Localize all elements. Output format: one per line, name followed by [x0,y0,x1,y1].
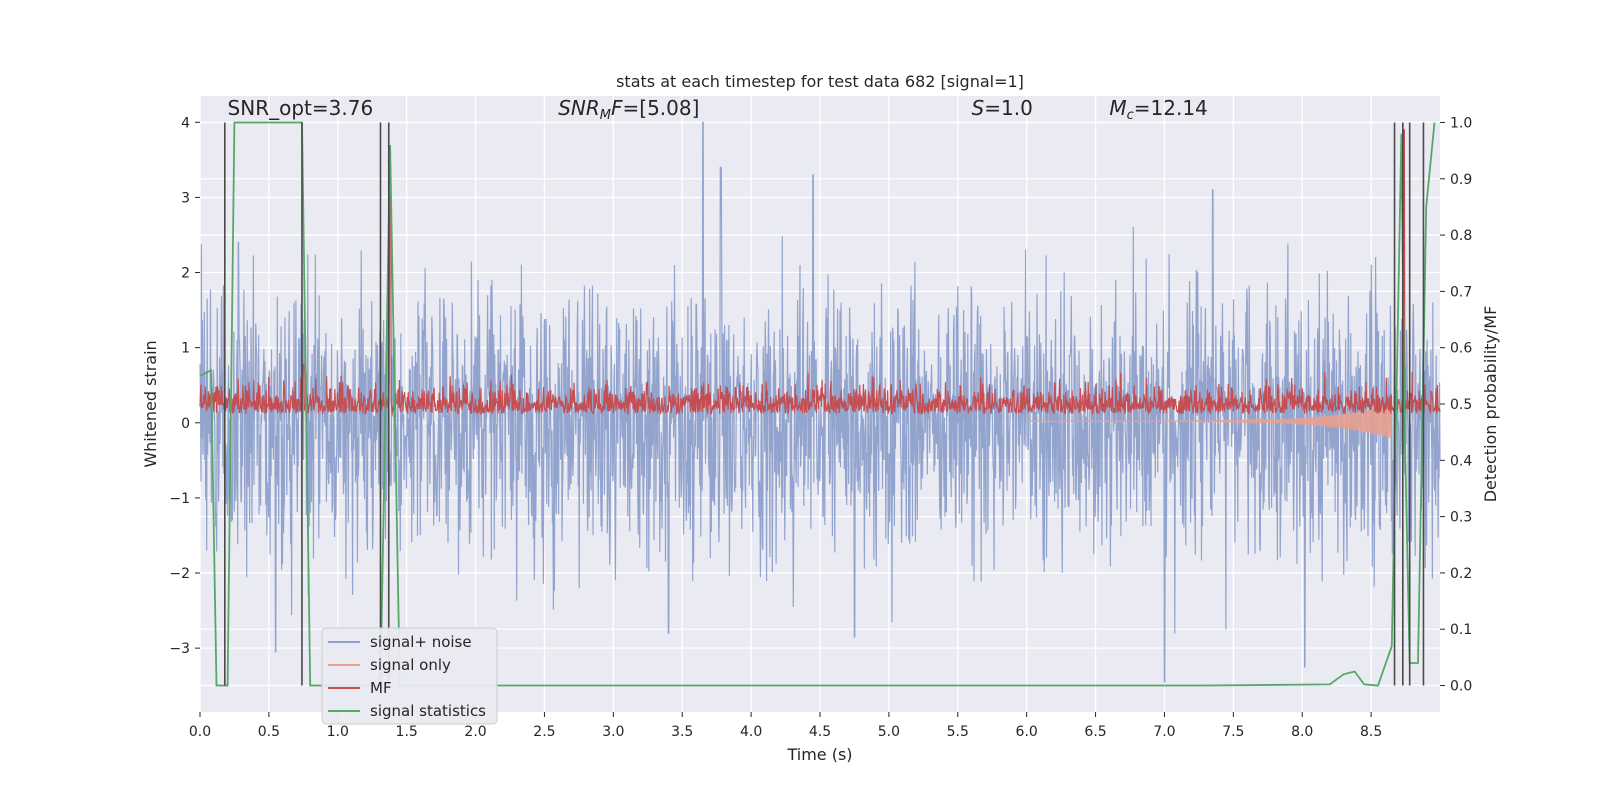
detection-marks [224,122,1425,686]
y2-axis-label: Detection probability/MF [1481,306,1500,503]
x-tick-label: 1.5 [396,724,418,740]
series-signal-noise-line [199,121,1441,683]
x-tick-label: 6.5 [1084,724,1106,740]
x-tick-label: 0.0 [189,724,211,740]
chart-title: stats at each timestep for test data 682… [616,72,1024,91]
x-tick-label: 0.5 [258,724,280,740]
x-tick-label: 4.5 [809,724,831,740]
series-signal-only-line [1026,404,1393,439]
legend-label: signal+ noise [370,633,472,651]
y2-tick-label: 0.0 [1450,679,1472,695]
x-tick-label: 3.5 [671,724,693,740]
y-tick-label: 3 [181,190,190,206]
x-tick-label: 8.0 [1291,724,1313,740]
legend-label: signal only [370,656,451,674]
x-tick-label: 7.0 [1153,724,1175,740]
y-tick-label: −1 [169,491,190,507]
y-tick-label: 4 [181,115,190,131]
x-tick-label: 3.0 [602,724,624,740]
x-axis-label: Time (s) [786,745,852,764]
y2-tick-label: 0.4 [1450,453,1472,469]
y2-tick-label: 0.1 [1450,622,1472,638]
y2-tick-label: 0.5 [1450,397,1472,413]
x-tick-label: 5.5 [947,724,969,740]
y-tick-label: 1 [181,341,190,357]
x-tick-label: 2.5 [533,724,555,740]
y-tick-label: 0 [181,416,190,432]
y-tick-label: −3 [169,641,190,657]
series-layer [199,121,1441,687]
axes: 0.0 0.5 1.0 1.5 2.0 2.5 3.0 3.5 4.0 4.5 5.0 5.5 6.0 6… [169,115,1472,740]
legend-label: signal statistics [370,702,486,720]
annotation-s: S=1.0 [972,96,1033,120]
annotations: SNR_opt=3.76 SNRMF=[5.08] S=1.0 Mc=12.14 [228,96,1208,123]
x-tick-label: 8.5 [1360,724,1382,740]
x-tick-label: 2.0 [464,724,486,740]
y2-tick-label: 0.3 [1450,510,1472,526]
y2-tick-label: 1.0 [1450,115,1472,131]
legend-box [321,627,498,725]
legend: signal+ noise signal only MF signal statist… [321,627,498,725]
legend-label: MF [370,679,392,697]
x-tick-label: 5.0 [878,724,900,740]
x-tick-label: 4.0 [740,724,762,740]
series-mf-line [199,129,1441,416]
x-tick-label: 1.0 [327,724,349,740]
y2-tick-label: 0.9 [1450,172,1472,188]
y2-tick-label: 0.2 [1450,566,1472,582]
y-tick-label: −2 [169,566,190,582]
y-axis-label: Whitened strain [141,340,160,467]
y-tick-label: 2 [181,266,190,282]
y2-tick-label: 0.6 [1450,341,1472,357]
x-tick-label: 7.5 [1222,724,1244,740]
y2-tick-label: 0.7 [1450,284,1472,300]
x-tick-label: 6.0 [1016,724,1038,740]
annotation-snr-mf: SNRMF=[5.08] [558,96,699,123]
annotation-mc: Mc=12.14 [1109,96,1207,123]
series-signal-statistics-line [199,121,1436,687]
annotation-snr-opt: SNR_opt=3.76 [228,96,374,120]
y2-tick-label: 0.8 [1450,228,1472,244]
